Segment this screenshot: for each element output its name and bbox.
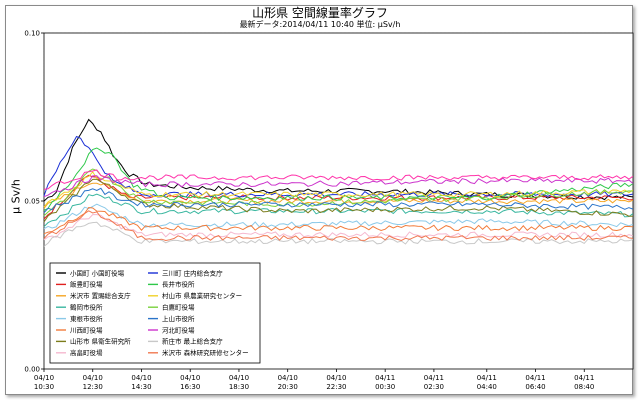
x-tick-label-date: 04/11 xyxy=(375,374,395,382)
legend-label: 河北町役場 xyxy=(162,325,195,334)
legend-label: 鶴岡市役所 xyxy=(70,303,103,312)
legend-label: 東根市役所 xyxy=(70,314,103,323)
series-line-10 xyxy=(43,171,634,208)
series-line-7 xyxy=(43,214,634,241)
x-tick-label-time: 20:30 xyxy=(278,383,298,391)
legend-label: 飯豊町役場 xyxy=(70,280,103,289)
x-tick-label-time: 00:30 xyxy=(375,383,395,391)
series-line-16 xyxy=(43,169,634,190)
series-line-1 xyxy=(43,174,633,220)
legend-label: 長井市役所 xyxy=(162,280,195,289)
x-tick-label-date: 04/10 xyxy=(83,374,103,382)
x-tick-label-date: 04/11 xyxy=(574,374,594,382)
x-tick-label-date: 04/10 xyxy=(278,374,298,382)
legend-label: 三川町 庄内総合支庁 xyxy=(162,268,223,277)
legend-label: 上山市役所 xyxy=(162,314,195,323)
x-tick-label-date: 04/10 xyxy=(180,374,200,382)
legend-label: 村山市 県農業研究センター xyxy=(162,291,242,300)
series-line-13 xyxy=(43,175,634,198)
legend-label: 川西町役場 xyxy=(70,325,103,334)
chart-subtitle: 最新データ:2014/04/11 10:40 単位: μSv/h xyxy=(239,20,401,29)
y-tick-label: 0.00 xyxy=(24,366,40,374)
x-tick-label-time: 18:30 xyxy=(229,383,249,391)
x-tick-label-date: 04/10 xyxy=(229,374,249,382)
legend-label: 米沢市 森林研究研修センター xyxy=(162,348,249,357)
legend-box xyxy=(49,262,261,364)
legend-label: 小国町 小国町役場 xyxy=(70,268,125,277)
legend-label: 高畠町役場 xyxy=(70,348,103,357)
x-tick-label-time: 12:30 xyxy=(83,383,103,391)
series-lines xyxy=(43,118,634,247)
series-line-9 xyxy=(43,147,634,211)
x-tick-label-time: 06:40 xyxy=(525,383,545,391)
x-tick-label-time: 22:30 xyxy=(326,383,346,391)
series-line-15 xyxy=(43,210,633,242)
x-tick-label-time: 10:30 xyxy=(34,383,54,391)
series-line-4 xyxy=(43,203,634,230)
x-tick-label-date: 04/10 xyxy=(131,374,151,382)
x-tick-label-date: 04/11 xyxy=(525,374,545,382)
x-tick-label-time: 08:40 xyxy=(574,383,594,391)
x-tick-label-time: 04:40 xyxy=(477,383,497,391)
series-line-14 xyxy=(43,221,634,247)
legend-label: 白鷹町役場 xyxy=(162,303,195,312)
y-tick-label: 0.05 xyxy=(24,198,40,206)
x-tick-label-date: 04/10 xyxy=(34,374,54,382)
series-line-5 xyxy=(43,206,633,235)
x-tick-label-date: 04/10 xyxy=(326,374,346,382)
x-tick-label-date: 04/11 xyxy=(477,374,497,382)
x-tick-label-time: 16:30 xyxy=(180,383,200,391)
legend-label: 米沢市 置賜総合支庁 xyxy=(70,291,131,300)
series-line-12 xyxy=(43,187,634,214)
x-tick-label-date: 04/11 xyxy=(424,374,444,382)
y-tick-label: 0.10 xyxy=(24,30,40,38)
legend-label: 新庄市 最上総合支庁 xyxy=(162,337,223,346)
x-tick-label-time: 14:30 xyxy=(131,383,151,391)
legend-label: 山形市 県衛生研究所 xyxy=(70,337,131,346)
x-tick-label-time: 02:30 xyxy=(424,383,444,391)
chart-title: 山形県 空間線量率グラフ xyxy=(252,6,388,20)
